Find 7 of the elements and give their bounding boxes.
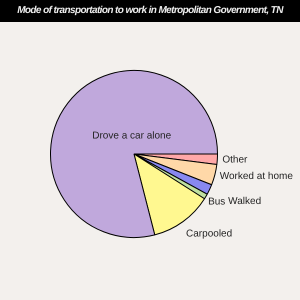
slice-label: Walked <box>228 196 262 207</box>
slice-label: Other <box>222 154 248 166</box>
slice-label: Drove a car alone <box>92 130 172 142</box>
chart-title: Mode of transportation to work in Metropolitan Government, TN <box>0 0 300 22</box>
slice-label: Bus <box>208 196 226 208</box>
slice-label: Carpooled <box>186 228 232 240</box>
slice-label: Worked at home <box>220 170 294 182</box>
